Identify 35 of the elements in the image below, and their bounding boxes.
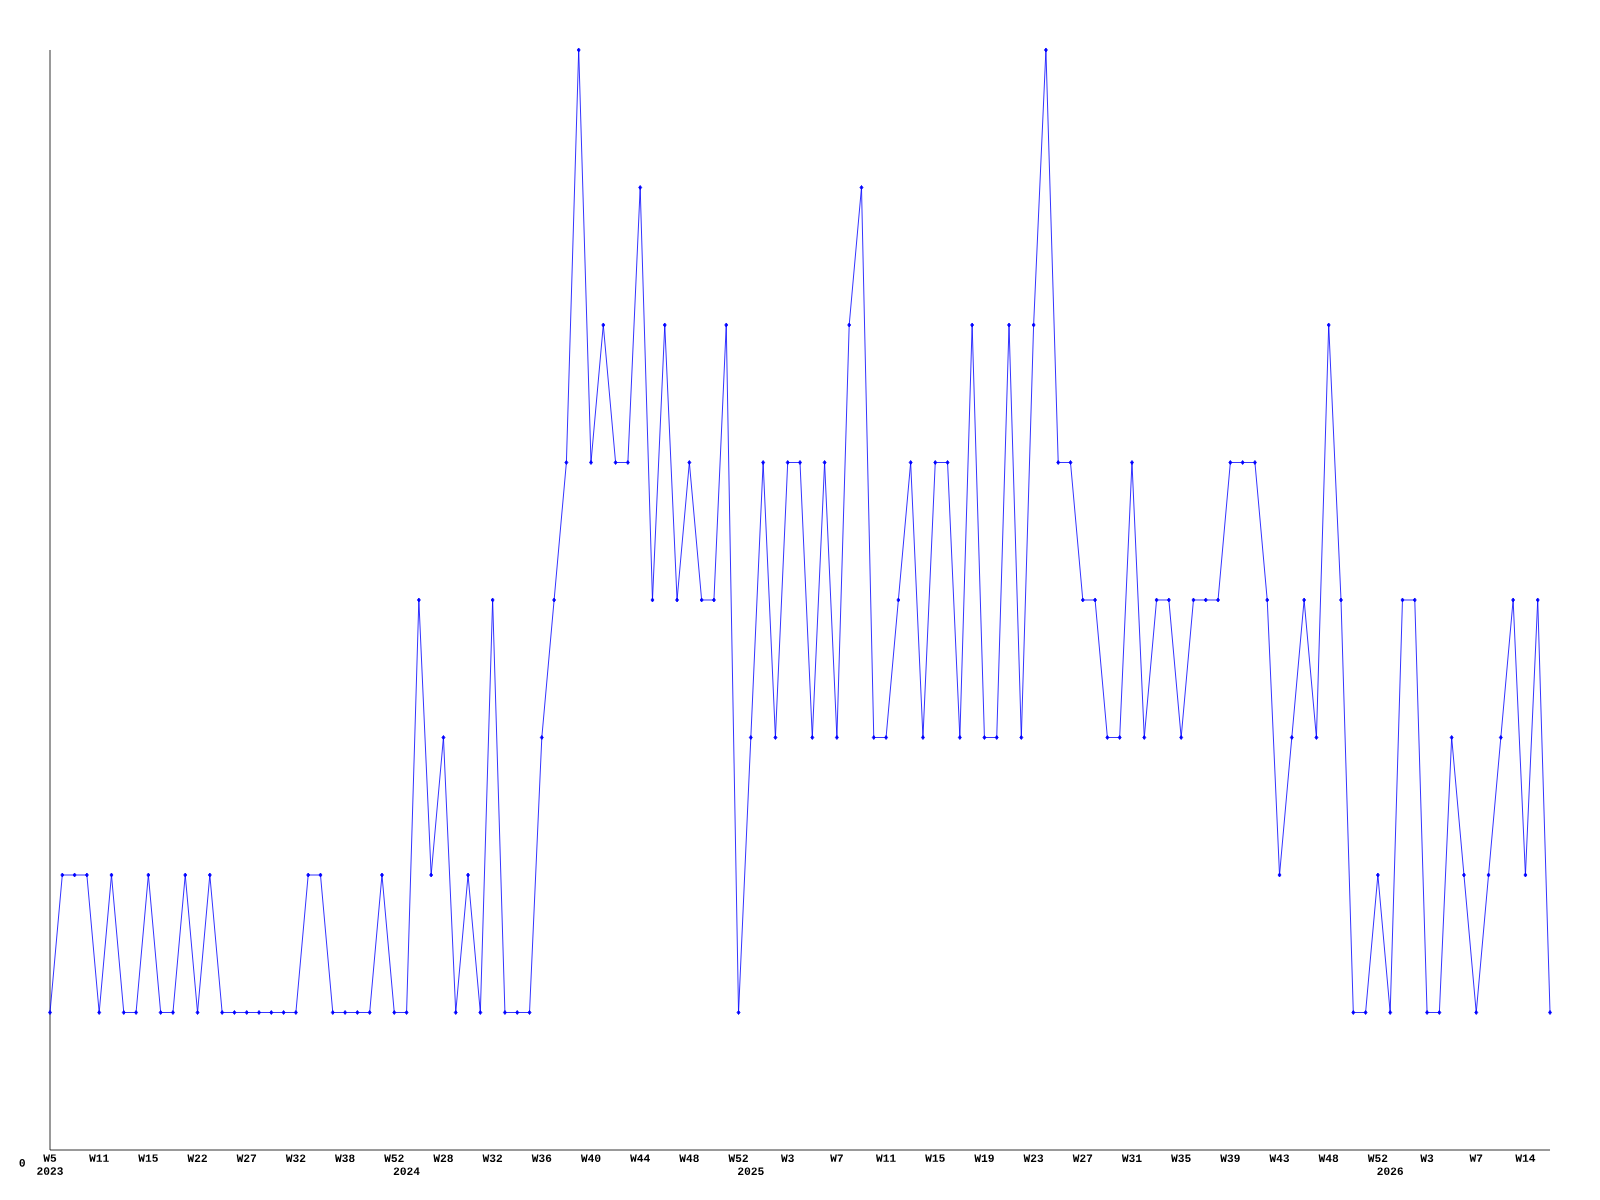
x-tick-label: W44 xyxy=(630,1154,650,1162)
x-tick-label: W7 xyxy=(1469,1154,1483,1162)
x-tick-label: W32 xyxy=(285,1154,306,1163)
x-tick-label: W48 xyxy=(679,1154,699,1162)
x-tick-label: W11 xyxy=(89,1154,109,1162)
x-tick-label: W52 xyxy=(728,1154,748,1162)
x-tick-label: W3 xyxy=(1420,1154,1434,1163)
x-tick-label: W15 xyxy=(925,1154,945,1162)
x-tick-label: W15 xyxy=(138,1154,158,1162)
x-tick-label: W52 xyxy=(384,1154,404,1162)
x-tick-label: 2025 xyxy=(738,1167,764,1175)
x-tick-label: W11 xyxy=(875,1154,896,1162)
x-tick-label: W22 xyxy=(187,1154,207,1162)
x-tick-label: W28 xyxy=(433,1154,453,1162)
x-tick-label: W52 xyxy=(1367,1154,1388,1162)
x-tick-label: W32 xyxy=(482,1154,503,1163)
x-tick-label: W39 xyxy=(1220,1154,1240,1163)
x-tick-label: W31 xyxy=(1121,1154,1142,1163)
x-tick-label: W23 xyxy=(1023,1154,1044,1163)
x-tick-label: 2024 xyxy=(393,1167,420,1175)
x-tick-label: W40 xyxy=(580,1154,601,1162)
x-tick-label: W5 2023 xyxy=(37,1154,63,1175)
x-tick-label: W7 xyxy=(830,1154,843,1162)
text: 0 xyxy=(19,1159,25,1167)
x-tick-label: W35 xyxy=(1171,1154,1191,1163)
x-tick-label: W14 xyxy=(1515,1154,1536,1162)
x-tick-label: 2026 xyxy=(1377,1167,1403,1175)
x-tick-label: W38 xyxy=(335,1154,355,1163)
x-tick-label: W43 xyxy=(1269,1154,1290,1163)
x-tick-label: W19 xyxy=(974,1154,994,1162)
x-tick-label: W27 xyxy=(236,1154,257,1162)
x-tick-label: W3 xyxy=(780,1154,794,1163)
x-tick-label: W27 xyxy=(1072,1154,1093,1162)
x-tick-label: W36 xyxy=(531,1154,552,1163)
x-tick-label: W48 xyxy=(1318,1154,1339,1162)
